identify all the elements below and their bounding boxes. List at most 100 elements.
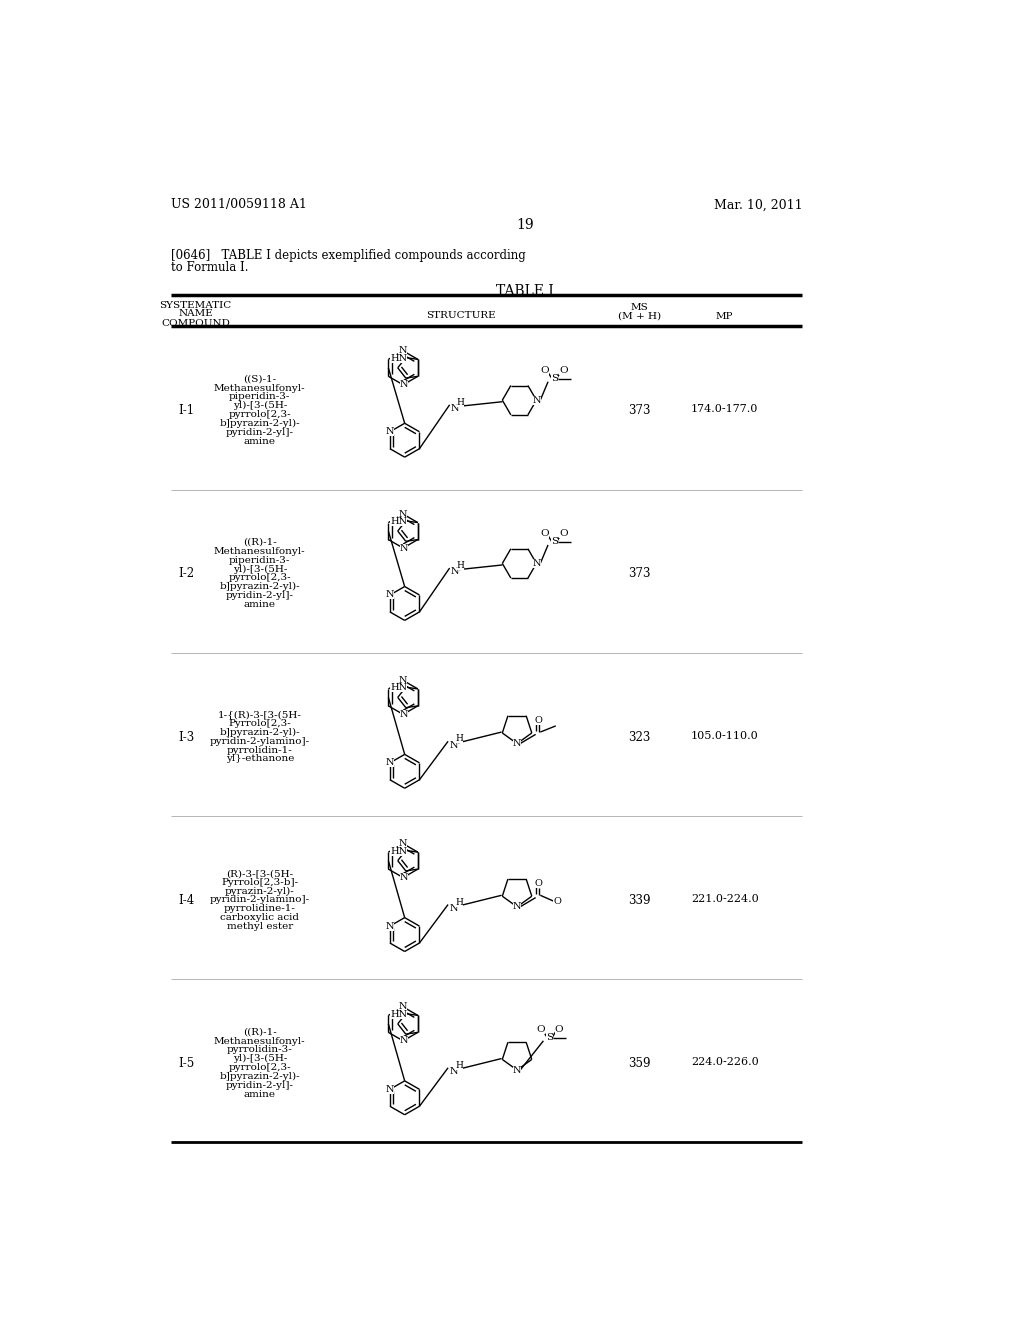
Text: yl)-[3-(5H-: yl)-[3-(5H- — [232, 1055, 287, 1064]
Text: O: O — [541, 366, 549, 375]
Text: N: N — [386, 428, 394, 436]
Text: I-5: I-5 — [179, 1057, 195, 1071]
Text: O: O — [559, 529, 567, 539]
Text: H: H — [455, 898, 463, 907]
Text: yl}-ethanone: yl}-ethanone — [225, 755, 294, 763]
Text: 373: 373 — [629, 568, 650, 581]
Text: HN: HN — [390, 354, 408, 363]
Text: 323: 323 — [629, 730, 650, 743]
Text: COMPOUND: COMPOUND — [161, 318, 229, 327]
Text: N: N — [513, 739, 521, 748]
Text: O: O — [553, 898, 561, 906]
Text: N: N — [450, 741, 458, 750]
Text: HN: HN — [390, 1010, 408, 1019]
Text: N: N — [399, 1036, 409, 1045]
Text: piperidin-3-: piperidin-3- — [229, 392, 291, 401]
Text: pyrrolo[2,3-: pyrrolo[2,3- — [228, 411, 291, 420]
Text: b]pyrazin-2-yl)-: b]pyrazin-2-yl)- — [219, 727, 300, 737]
Text: pyridin-2-yl]-: pyridin-2-yl]- — [225, 428, 294, 437]
Text: b]pyrazin-2-yl)-: b]pyrazin-2-yl)- — [219, 582, 300, 591]
Text: I-3: I-3 — [179, 730, 195, 743]
Text: N: N — [513, 1065, 521, 1074]
Text: N: N — [386, 1085, 394, 1094]
Text: H: H — [457, 561, 465, 570]
Text: HN: HN — [390, 517, 408, 527]
Text: Methanesulfonyl-: Methanesulfonyl- — [214, 1036, 305, 1045]
Text: Methanesulfonyl-: Methanesulfonyl- — [214, 546, 305, 556]
Text: SYSTEMATIC: SYSTEMATIC — [160, 301, 231, 310]
Text: S: S — [551, 537, 558, 546]
Text: HN: HN — [390, 684, 408, 693]
Text: amine: amine — [244, 437, 275, 446]
Text: S: S — [546, 1034, 553, 1043]
Text: amine: amine — [244, 601, 275, 609]
Text: ((R)-1-: ((R)-1- — [243, 539, 276, 546]
Text: (R)-3-[3-(5H-: (R)-3-[3-(5H- — [226, 869, 293, 878]
Text: 174.0-177.0: 174.0-177.0 — [691, 404, 759, 414]
Text: Pyrrolo[2,3-b]-: Pyrrolo[2,3-b]- — [221, 878, 298, 887]
Text: N: N — [399, 710, 409, 719]
Text: N: N — [398, 1002, 407, 1011]
Text: O: O — [535, 715, 543, 725]
Text: TABLE I: TABLE I — [496, 284, 554, 298]
Text: methyl ester: methyl ester — [226, 923, 293, 931]
Text: pyrrolidin-1-: pyrrolidin-1- — [227, 746, 293, 755]
Text: pyridin-2-ylamino]-: pyridin-2-ylamino]- — [210, 737, 310, 746]
Text: pyrrolidine-1-: pyrrolidine-1- — [224, 904, 296, 913]
Text: O: O — [535, 879, 543, 888]
Text: yl)-[3-(5H-: yl)-[3-(5H- — [232, 565, 287, 574]
Text: I-4: I-4 — [179, 894, 195, 907]
Text: N: N — [450, 1067, 458, 1076]
Text: 221.0-224.0: 221.0-224.0 — [691, 894, 759, 904]
Text: 373: 373 — [629, 404, 650, 417]
Text: 359: 359 — [629, 1057, 650, 1071]
Text: N: N — [386, 759, 394, 767]
Text: ((S)-1-: ((S)-1- — [243, 375, 276, 384]
Text: N: N — [532, 396, 541, 405]
Text: Mar. 10, 2011: Mar. 10, 2011 — [714, 198, 802, 211]
Text: S: S — [551, 374, 558, 383]
Text: pyrrolo[2,3-: pyrrolo[2,3- — [228, 573, 291, 582]
Text: 1-{(R)-3-[3-(5H-: 1-{(R)-3-[3-(5H- — [218, 710, 302, 719]
Text: N: N — [513, 903, 521, 911]
Text: N: N — [450, 904, 458, 913]
Text: pyridin-2-yl]-: pyridin-2-yl]- — [225, 591, 294, 601]
Text: O: O — [555, 1024, 563, 1034]
Text: I-1: I-1 — [179, 404, 195, 417]
Text: HN: HN — [390, 846, 408, 855]
Text: N: N — [532, 558, 541, 568]
Text: O: O — [559, 366, 567, 375]
Text: US 2011/0059118 A1: US 2011/0059118 A1 — [171, 198, 306, 211]
Text: N: N — [398, 676, 407, 685]
Text: pyrazin-2-yl)-: pyrazin-2-yl)- — [225, 887, 295, 896]
Text: pyrrolidin-3-: pyrrolidin-3- — [227, 1045, 293, 1055]
Text: piperidin-3-: piperidin-3- — [229, 556, 291, 565]
Text: carboxylic acid: carboxylic acid — [220, 913, 299, 923]
Text: N: N — [398, 510, 407, 519]
Text: pyridin-2-ylamino]-: pyridin-2-ylamino]- — [210, 895, 310, 904]
Text: to Formula I.: to Formula I. — [171, 261, 248, 273]
Text: Methanesulfonyl-: Methanesulfonyl- — [214, 384, 305, 392]
Text: pyridin-2-yl]-: pyridin-2-yl]- — [225, 1081, 294, 1090]
Text: O: O — [537, 1024, 545, 1034]
Text: NAME: NAME — [178, 309, 213, 318]
Text: b]pyrazin-2-yl)-: b]pyrazin-2-yl)- — [219, 1072, 300, 1081]
Text: 224.0-226.0: 224.0-226.0 — [691, 1057, 759, 1067]
Text: 19: 19 — [516, 218, 534, 232]
Text: b]pyrazin-2-yl)-: b]pyrazin-2-yl)- — [219, 418, 300, 428]
Text: yl)-[3-(5H-: yl)-[3-(5H- — [232, 401, 287, 411]
Text: (M + H): (M + H) — [617, 312, 662, 321]
Text: H: H — [455, 1061, 463, 1071]
Text: MP: MP — [716, 312, 733, 321]
Text: N: N — [399, 544, 409, 553]
Text: 339: 339 — [629, 894, 650, 907]
Text: O: O — [541, 529, 549, 539]
Text: N: N — [451, 568, 460, 577]
Text: N: N — [386, 921, 394, 931]
Text: MS: MS — [631, 304, 648, 312]
Text: 105.0-110.0: 105.0-110.0 — [691, 730, 759, 741]
Text: N: N — [399, 873, 409, 882]
Text: N: N — [399, 380, 409, 389]
Text: Pyrrolo[2,3-: Pyrrolo[2,3- — [228, 719, 291, 727]
Text: N: N — [451, 404, 460, 413]
